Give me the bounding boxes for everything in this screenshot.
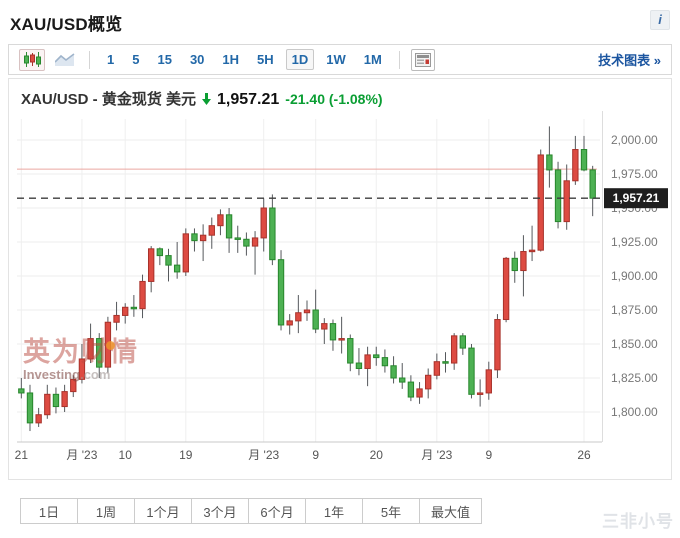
range-buttons: 1日 1周 1个月 3个月 6个月 1年 5年 最大值 [20,498,482,524]
candlestick-chart[interactable]: 2,000.001,975.001,950.001,925.001,900.00… [9,111,671,469]
last-price: 1,957.21 [217,91,280,108]
interval-1h[interactable]: 1H [222,52,240,67]
tech-chart-link[interactable]: 技术图表 » [598,53,661,68]
interval-15[interactable]: 15 [157,52,172,67]
interval-1m[interactable]: 1M [363,52,382,67]
svg-text:1,925.00: 1,925.00 [611,235,658,249]
svg-text:2,000.00: 2,000.00 [611,133,658,147]
corner-watermark: 三非小号 [602,512,674,531]
area-chart-icon[interactable] [52,49,78,71]
svg-text:1,850.00: 1,850.00 [611,337,658,351]
plot-area: 2,000.001,975.001,950.001,925.001,900.00… [9,111,671,469]
range-button[interactable]: 1年 [306,499,363,523]
range-button[interactable]: 1日 [21,499,78,523]
svg-text:1,957.21: 1,957.21 [613,191,660,205]
range-button[interactable]: 最大值 [420,499,481,523]
info-icon[interactable]: i [650,10,670,30]
svg-text:月 '23: 月 '23 [66,448,97,462]
svg-text:1,975.00: 1,975.00 [611,167,658,181]
chart-toolbar: 1 5 15 30 1H 5H 1D 1W 1M 技术图表 » [8,44,672,75]
interval-buttons: 1 5 15 30 1H 5H 1D 1W 1M [101,49,388,70]
svg-text:月 '23: 月 '23 [421,448,452,462]
interval-1[interactable]: 1 [107,52,115,67]
svg-text:9: 9 [485,448,492,462]
range-button[interactable]: 1周 [78,499,135,523]
interval-1d[interactable]: 1D [285,49,315,70]
range-button[interactable]: 5年 [363,499,420,523]
svg-text:26: 26 [577,448,591,462]
instrument-header: XAU/USD - 黄金现货 美元 1,957.21 -21.40 (-1.08… [9,79,671,111]
widget-header: XAU/USD概览 i [0,0,680,44]
svg-text:1,825.00: 1,825.00 [611,371,658,385]
svg-text:1,875.00: 1,875.00 [611,303,658,317]
toolbar-divider [89,50,90,69]
svg-text:9: 9 [312,448,319,462]
svg-text:1,800.00: 1,800.00 [611,405,658,419]
svg-text:月 '23: 月 '23 [248,448,279,462]
toolbar-divider [398,50,400,69]
range-button[interactable]: 1个月 [135,499,192,523]
interval-30[interactable]: 30 [189,52,205,67]
interval-1w[interactable]: 1W [326,52,346,67]
news-panel-icon[interactable] [410,48,435,71]
svg-text:19: 19 [179,448,193,462]
range-button[interactable]: 6个月 [249,499,306,523]
range-button[interactable]: 3个月 [192,499,249,523]
interval-5[interactable]: 5 [132,52,140,67]
svg-text:10: 10 [119,448,133,462]
chart-container: XAU/USD - 黄金现货 美元 1,957.21 -21.40 (-1.08… [8,78,672,480]
svg-text:20: 20 [370,448,384,462]
svg-text:21: 21 [15,448,29,462]
interval-5h[interactable]: 5H [257,52,274,67]
page-title: XAU/USD概览 [10,15,123,34]
instrument-name: XAU/USD - 黄金现货 美元 [21,91,197,108]
svg-text:1,900.00: 1,900.00 [611,269,658,283]
candlestick-icon[interactable] [19,48,45,71]
price-change: -21.40 (-1.08%) [285,91,383,107]
down-arrow-icon [202,92,212,109]
